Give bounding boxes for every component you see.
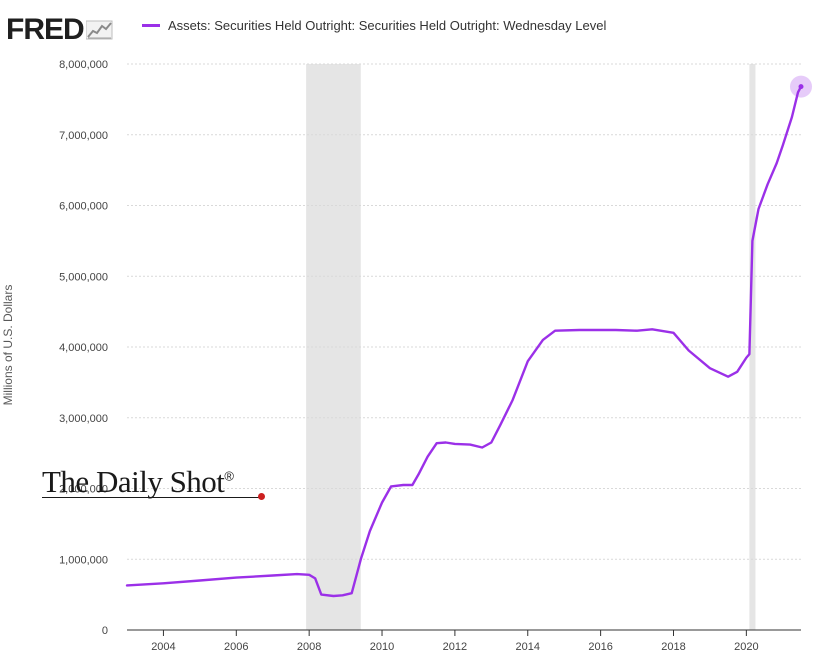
watermark-text: The Daily Shot®: [42, 464, 234, 499]
grid-layer: [127, 63, 801, 560]
x-tick-label: 2018: [661, 641, 685, 653]
y-tick-label: 5,000,000: [59, 271, 108, 283]
x-tick-label: 2014: [516, 641, 540, 653]
series-line-0: [125, 85, 803, 598]
legend-label: Assets: Securities Held Outright: Securi…: [168, 18, 607, 33]
y-tick-label: 2,000,000: [59, 484, 108, 496]
x-tick-label: 2010: [370, 641, 394, 653]
registered-mark: ®: [224, 468, 234, 484]
axis-layer: 0 1,000,000 2,000,000 3,000,000 4,000,000 5,0…: [59, 59, 801, 653]
fred-header: FRED: [6, 14, 114, 46]
latest-point-marker: [798, 84, 804, 90]
x-tick-label: 2012: [443, 641, 467, 653]
line-chart-icon: [85, 20, 113, 40]
watermark-underline: [42, 497, 260, 498]
x-tick-label: 2008: [297, 641, 321, 653]
legend[interactable]: Assets: Securities Held Outright: Securi…: [142, 18, 606, 33]
x-tick-label: 2020: [734, 641, 758, 653]
watermark-dot: [258, 493, 265, 500]
y-tick-label: 7,000,000: [59, 130, 108, 142]
y-tick-label: 4,000,000: [59, 342, 108, 354]
x-tick-label: 2016: [588, 641, 612, 653]
y-tick-label: 1,000,000: [59, 554, 108, 566]
y-tick-label: 3,000,000: [59, 413, 108, 425]
x-tick-label: 2004: [151, 641, 175, 653]
y-tick-label: 6,000,000: [59, 201, 108, 213]
series-layer: [125, 75, 812, 598]
y-tick-label: 0: [102, 625, 108, 637]
y-tick-label: 8,000,000: [59, 59, 108, 71]
fred-logo[interactable]: FRED: [6, 13, 85, 46]
x-tick-label: 2006: [224, 641, 248, 653]
legend-swatch: [142, 24, 160, 27]
